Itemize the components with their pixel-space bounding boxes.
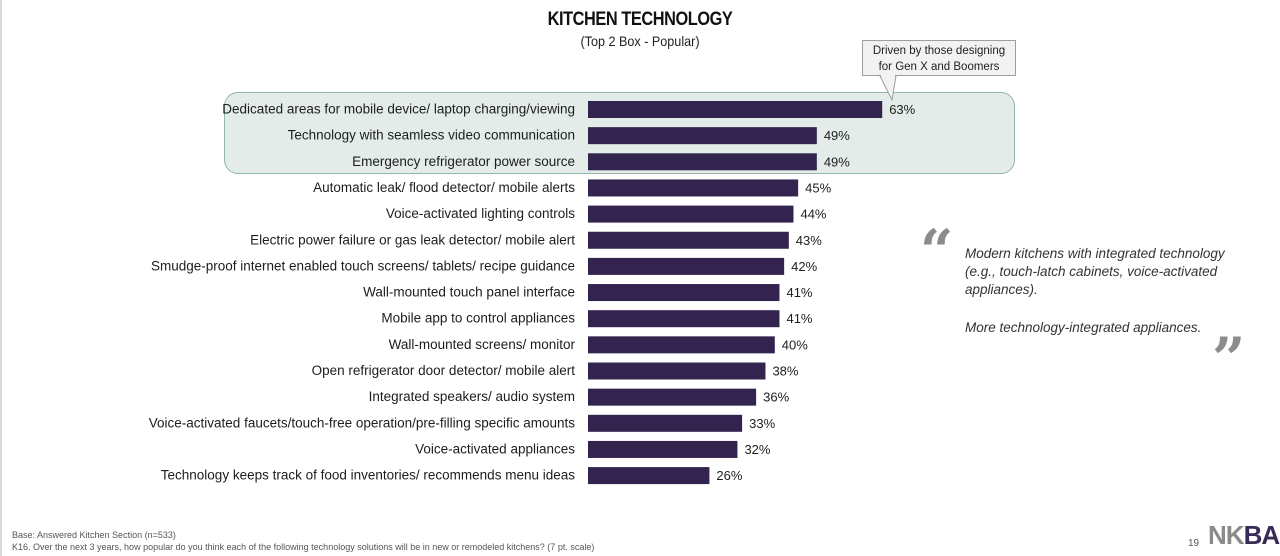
category-label: Wall-mounted screens/ monitor [389,337,576,352]
bar [588,153,817,171]
bar [588,205,794,223]
bar [588,231,789,249]
category-label: Voice-activated lighting controls [386,206,575,221]
value-label: 43% [796,233,822,248]
bar [588,101,883,118]
close-quote-icon: ” [1212,325,1246,393]
value-label: 45% [805,180,831,195]
bar [588,179,799,197]
value-label: 63% [889,102,915,117]
category-label: Dedicated areas for mobile device/ lapto… [222,102,575,117]
value-label: 49% [824,128,850,143]
value-label: 41% [786,285,812,300]
category-label: Technology keeps track of food inventori… [161,468,575,483]
logo-text-a: NK [1208,520,1245,550]
value-label: 36% [763,390,789,405]
category-label: Automatic leak/ flood detector/ mobile a… [313,180,575,195]
callout-line-1: Driven by those designing [872,45,1006,57]
bar [588,467,710,485]
value-label: 44% [800,207,826,222]
bar [588,127,817,145]
value-label: 42% [791,259,817,274]
open-quote-icon: “ [920,217,954,285]
category-label: Emergency refrigerator power source [352,154,575,169]
value-label: 32% [744,442,770,457]
value-label: 40% [782,337,808,352]
category-label: Voice-activated appliances [415,441,575,456]
footnote-base: Base: Answered Kitchen Section (n=533) [12,530,176,540]
bar [588,257,785,275]
bar [588,414,743,432]
bar [588,440,738,458]
bar [588,336,775,354]
category-label: Integrated speakers/ audio system [369,389,575,404]
category-label: Wall-mounted touch panel interface [363,285,575,300]
bar [588,362,766,380]
nkba-logo: NKBA [1208,520,1280,551]
value-label: 33% [749,416,775,431]
page-number: 19 [1188,538,1200,549]
footnote-question: K16. Over the next 3 years, how popular … [12,542,595,552]
logo-text-b: BA [1243,520,1280,550]
quote-2: More technology-integrated appliances. [965,320,1202,335]
bar [588,284,780,302]
category-label: Electric power failure or gas leak detec… [250,232,575,247]
bar [588,388,757,406]
bar [588,310,780,328]
chart-title: KITCHEN TECHNOLOGY [547,9,733,30]
left-border-rule [0,0,2,556]
category-label: Smudge-proof internet enabled touch scre… [151,258,575,273]
category-label: Voice-activated faucets/touch-free opera… [149,415,575,430]
quote-1: Modern kitchens with integrated technolo… [965,246,1225,297]
value-label: 41% [786,311,812,326]
value-label: 26% [716,468,742,483]
category-label: Mobile app to control appliances [381,311,575,326]
category-label: Open refrigerator door detector/ mobile … [312,363,576,378]
callout-box: Driven by those designing for Gen X and … [862,40,1016,76]
chart-subtitle: (Top 2 Box - Popular) [580,33,700,49]
category-label: Technology with seamless video communica… [288,128,575,143]
value-label: 49% [824,154,850,169]
callout-line-2: for Gen X and Boomers [878,61,1000,73]
quote-block: Modern kitchens with integrated technolo… [965,245,1225,357]
value-label: 38% [772,364,798,379]
